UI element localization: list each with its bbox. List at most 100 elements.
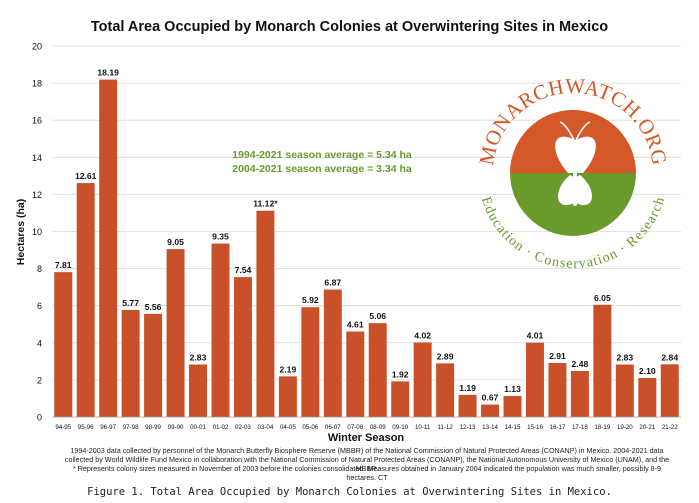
value-label: 2.91 (549, 351, 566, 361)
y-tick-label: 6 (37, 301, 42, 311)
x-tick-label: 05-06 (302, 424, 318, 431)
x-tick-label: 13-14 (482, 424, 498, 431)
x-tick-label: 09-10 (392, 424, 408, 431)
value-label: 5.77 (122, 298, 139, 308)
x-tick-label: 95-96 (78, 424, 94, 431)
x-axis-label: Winter Season (328, 432, 405, 444)
x-tick-label: 10-11 (415, 424, 431, 431)
value-label: 18.19 (97, 68, 119, 78)
bar-94-95 (54, 272, 73, 417)
bar-99-00 (166, 249, 185, 417)
x-tick-label: 07-08 (347, 424, 363, 431)
y-axis-label: Hectares (ha) (15, 199, 27, 266)
y-tick-label: 14 (32, 153, 42, 163)
value-label: 7.81 (55, 260, 72, 270)
bar-10-11 (413, 342, 432, 417)
x-tick-label: 12-13 (460, 424, 476, 431)
y-tick-label: 12 (32, 190, 42, 200)
y-axis-ticks: 0 2 4 6 8 10 12 14 16 18 20 (32, 42, 42, 423)
x-axis-ticks: 94-95 95-96 96-97 97-98 98-99 99-00 00-01 01-02… (55, 424, 678, 431)
value-label: 9.05 (167, 237, 184, 247)
value-label: 4.61 (347, 319, 364, 329)
bar-04-05 (278, 376, 297, 417)
x-tick-label: 03-04 (257, 424, 273, 431)
footnote-asterisk: * Represents colony sizes measured in No… (72, 464, 662, 483)
y-tick-label: 0 (37, 413, 42, 423)
bar-19-20 (615, 364, 634, 417)
x-tick-label: 00-01 (190, 424, 206, 431)
bar-14-15 (503, 396, 522, 417)
x-tick-label: 21-22 (662, 424, 678, 431)
annotation-average-1994: 1994-2021 season average = 5.34 ha (232, 149, 412, 161)
value-label: 7.54 (235, 265, 252, 275)
value-label: 12.61 (75, 171, 97, 181)
bar-05-06 (301, 307, 320, 417)
value-label: 6.05 (594, 293, 611, 303)
bar-13-14 (481, 404, 500, 417)
y-tick-label: 16 (32, 116, 42, 126)
bar-15-16 (525, 342, 544, 417)
value-label: 1.92 (392, 369, 409, 379)
y-tick-label: 18 (32, 79, 42, 89)
bar-09-10 (391, 381, 410, 417)
bar-95-96 (76, 183, 95, 417)
x-tick-label: 96-97 (100, 424, 116, 431)
bars (54, 79, 679, 417)
logo-green-half-circle (510, 173, 636, 236)
value-label: 2.89 (437, 351, 454, 361)
value-label: 1.13 (504, 384, 521, 394)
value-label: 5.06 (369, 311, 386, 321)
bar-20-21 (638, 378, 657, 417)
x-tick-label: 15-16 (527, 424, 543, 431)
bar-02-03 (233, 277, 252, 417)
x-tick-label: 98-99 (145, 424, 161, 431)
footnote-data-sources: 1994-2003 data collected by personnel of… (64, 446, 670, 474)
value-label: 5.92 (302, 295, 319, 305)
figure-caption: Figure 1. Total Area Occupied by Monarch… (87, 486, 612, 498)
value-label: 2.48 (572, 359, 589, 369)
bar-21-22 (660, 364, 679, 417)
x-tick-label: 99-00 (168, 424, 184, 431)
value-label: 1.19 (459, 383, 476, 393)
value-label: 0.67 (482, 393, 499, 403)
bar-17-18 (570, 370, 589, 417)
value-label: 2.83 (190, 353, 207, 363)
value-label: 2.83 (616, 353, 633, 363)
bar-98-99 (144, 313, 163, 417)
x-tick-label: 08-09 (370, 424, 386, 431)
bar-12-13 (458, 394, 477, 417)
value-label: 11.12* (253, 199, 278, 209)
value-labels: 7.81 12.61 18.19 5.77 5.56 9.05 2.83 9.35 7.54 11… (55, 68, 678, 403)
bar-11-12 (436, 363, 455, 417)
chart-title: Total Area Occupied by Monarch Colonies … (91, 19, 608, 35)
butterfly-icon (555, 121, 596, 206)
value-label: 5.56 (145, 302, 162, 312)
x-tick-label: 06-07 (325, 424, 341, 431)
x-tick-label: 20-21 (639, 424, 655, 431)
bar-16-17 (548, 363, 567, 417)
bar-06-07 (323, 289, 342, 417)
bar-00-01 (189, 364, 208, 417)
y-tick-label: 8 (37, 264, 42, 274)
x-tick-label: 04-05 (280, 424, 296, 431)
bar-18-19 (593, 304, 612, 417)
y-tick-label: 2 (37, 375, 42, 385)
bar-01-02 (211, 243, 230, 417)
bar-97-98 (121, 309, 140, 417)
value-label: 2.10 (639, 366, 656, 376)
y-tick-label: 4 (37, 338, 42, 348)
bar-07-08 (346, 331, 365, 417)
x-tick-label: 94-95 (55, 424, 71, 431)
value-label: 4.02 (414, 330, 431, 340)
value-label: 2.84 (661, 352, 678, 362)
x-tick-label: 02-03 (235, 424, 251, 431)
x-tick-label: 17-18 (572, 424, 588, 431)
bar-96-97 (99, 79, 118, 417)
x-tick-label: 01-02 (213, 424, 229, 431)
annotation-average-2004: 2004-2021 season average = 3.34 ha (232, 163, 412, 175)
y-tick-label: 10 (32, 227, 42, 237)
bar-08-09 (368, 323, 387, 417)
value-label: 6.87 (324, 278, 341, 288)
value-label: 4.01 (527, 331, 544, 341)
